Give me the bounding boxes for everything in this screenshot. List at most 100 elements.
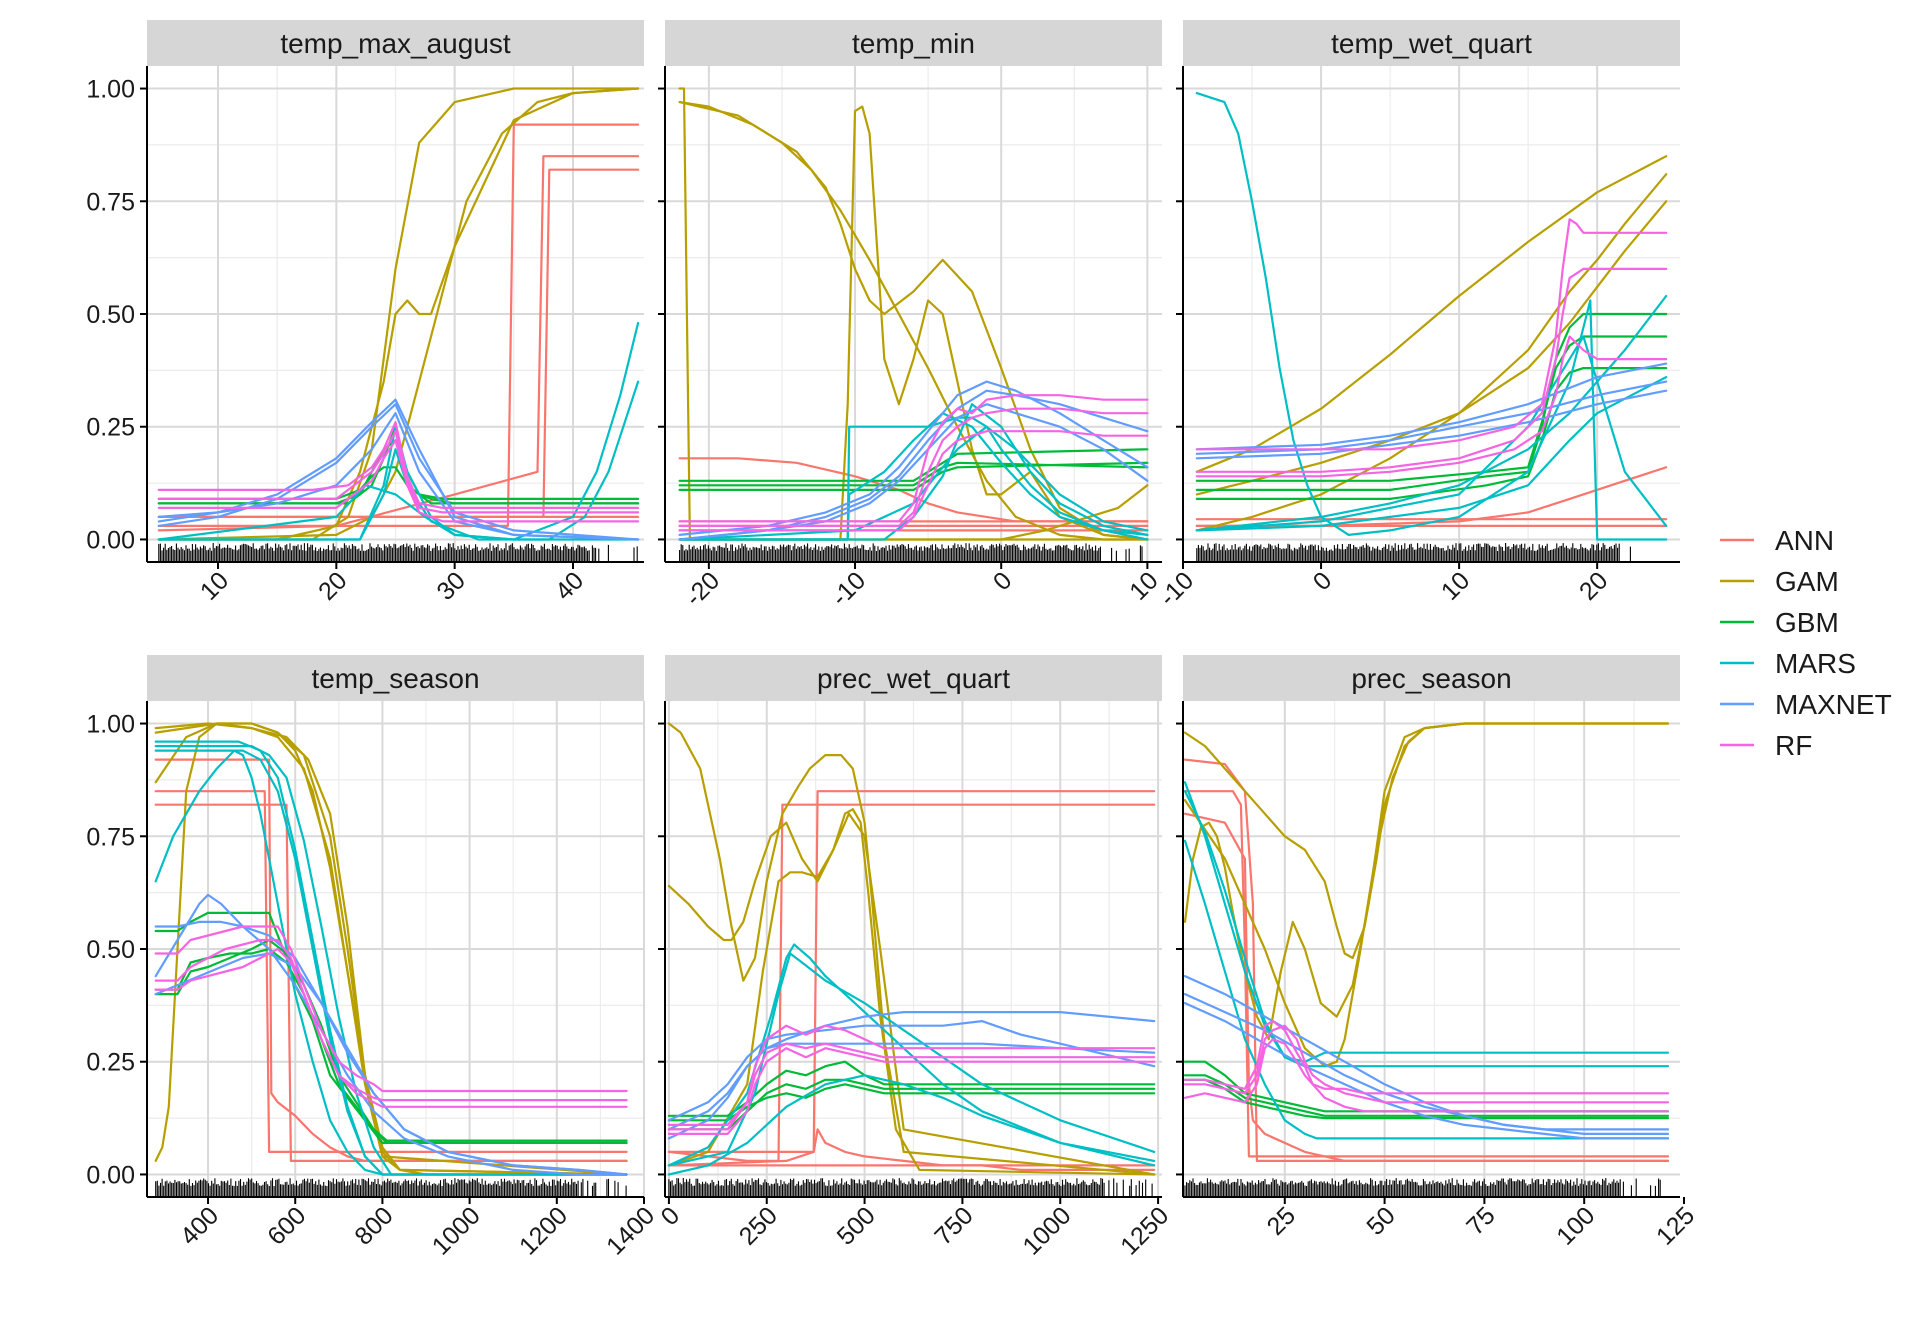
y-tick-label: 0.25 [86, 1049, 135, 1077]
series-line-mars [667, 1074, 1156, 1176]
series-line-gam [157, 87, 640, 541]
panel-strip [1183, 20, 1680, 66]
series-line-gam [1195, 155, 1668, 473]
series-line-mars [1183, 790, 1670, 1068]
series-line-ann [1183, 812, 1670, 1163]
legend-item-ann: ANN [1720, 525, 1834, 556]
legend-label: MAXNET [1775, 689, 1892, 720]
panel-strip [147, 655, 644, 701]
series-line-ann [1183, 758, 1670, 1163]
series-line-maxnet [1183, 1001, 1670, 1140]
series-line-rf [667, 1047, 1156, 1136]
series-line-gbm [157, 466, 640, 500]
series-line-rf [154, 925, 628, 1093]
series-line-maxnet [667, 1019, 1156, 1122]
series-line-gbm [1183, 1078, 1670, 1120]
rug [668, 1178, 1153, 1196]
panel-title: prec_wet_quart [817, 663, 1010, 694]
series-line-gam [667, 812, 1156, 1176]
series-line-gam [157, 87, 640, 541]
series-line-maxnet [1195, 362, 1668, 451]
panel-title: prec_season [1351, 663, 1511, 694]
rug [1196, 543, 1631, 561]
series-line-maxnet [678, 380, 1149, 537]
series-line-maxnet [1195, 389, 1668, 460]
series-line-gam [157, 87, 640, 541]
panel-strip [665, 655, 1162, 701]
series-line-maxnet [157, 398, 640, 541]
series-line-maxnet [1183, 992, 1670, 1136]
y-tick-label: 0.75 [86, 188, 135, 216]
series-line-rf [667, 1042, 1156, 1127]
panel-title: temp_season [311, 663, 479, 694]
series-line-mars [1183, 839, 1670, 1140]
series-line-ann [154, 790, 628, 1154]
legend-item-mars: MARS [1720, 648, 1856, 679]
series-line-ann [157, 155, 640, 532]
series-group [157, 87, 640, 541]
series-line-gam [1183, 722, 1670, 1041]
series-line-rf [157, 439, 640, 523]
series-group [1195, 91, 1668, 541]
rug [158, 543, 638, 561]
panel-title: temp_min [852, 28, 975, 59]
y-tick-label: 0.50 [86, 301, 135, 329]
series-line-mars [157, 484, 640, 541]
rug-ticks [1184, 1178, 1661, 1196]
panel-strip [665, 20, 1162, 66]
rug [1184, 1178, 1661, 1196]
series-line-rf [1183, 1024, 1670, 1104]
series-line-maxnet [678, 389, 1149, 541]
rug [155, 1178, 627, 1196]
series-line-rf [1183, 1038, 1670, 1104]
series-line-maxnet [154, 952, 628, 1176]
series-line-rf [154, 947, 628, 1102]
series-line-gbm [1195, 312, 1668, 491]
series-line-gam [1183, 722, 1670, 1068]
legend-label: ANN [1775, 525, 1834, 556]
series-line-mars [154, 744, 628, 1176]
panel-strip [1183, 655, 1680, 701]
series-line-mars [678, 416, 1149, 541]
series-line-rf [1195, 218, 1668, 451]
legend: ANN GAM GBM MARS MAXNET RF [1720, 525, 1892, 761]
rug-ticks [1196, 543, 1631, 561]
series-line-gbm [1195, 335, 1668, 482]
series-line-mars [154, 749, 628, 1176]
series-line-rf [1195, 335, 1668, 478]
series-group [678, 87, 1149, 541]
series-line-gam [678, 484, 1149, 541]
series-line-gam [154, 722, 628, 1176]
series-line-rf [157, 421, 640, 509]
legend-label: RF [1775, 730, 1812, 761]
series-line-rf [157, 430, 640, 514]
series-line-rf [154, 938, 628, 1108]
series-line-mars [678, 403, 1149, 541]
series-line-ann [667, 1128, 1156, 1172]
series-line-mars [1195, 376, 1668, 532]
y-tick-label: 0.50 [86, 936, 135, 964]
panel-title: temp_max_august [280, 28, 511, 59]
series-line-maxnet [678, 403, 1149, 541]
legend-item-maxnet: MAXNET [1720, 689, 1892, 720]
rug-ticks [158, 543, 638, 561]
series-line-mars [154, 749, 628, 1176]
legend-label: MARS [1775, 648, 1856, 679]
legend-item-gam: GAM [1720, 566, 1839, 597]
series-line-gam [667, 722, 1156, 1176]
y-tick-label: 1.00 [86, 711, 135, 739]
legend-label: GBM [1775, 607, 1839, 638]
panel-strip [147, 20, 644, 66]
series-line-ann [1183, 790, 1670, 1158]
legend-item-gbm: GBM [1720, 607, 1839, 638]
legend-item-rf: RF [1720, 730, 1812, 761]
y-tick-label: 0.00 [86, 1161, 135, 1189]
rug-ticks [679, 543, 1143, 561]
series-line-rf [1183, 1019, 1670, 1113]
rug-ticks [668, 1178, 1153, 1196]
y-tick-label: 0.00 [86, 526, 135, 554]
y-tick-label: 0.75 [86, 823, 135, 851]
series-line-gam [154, 722, 628, 1176]
